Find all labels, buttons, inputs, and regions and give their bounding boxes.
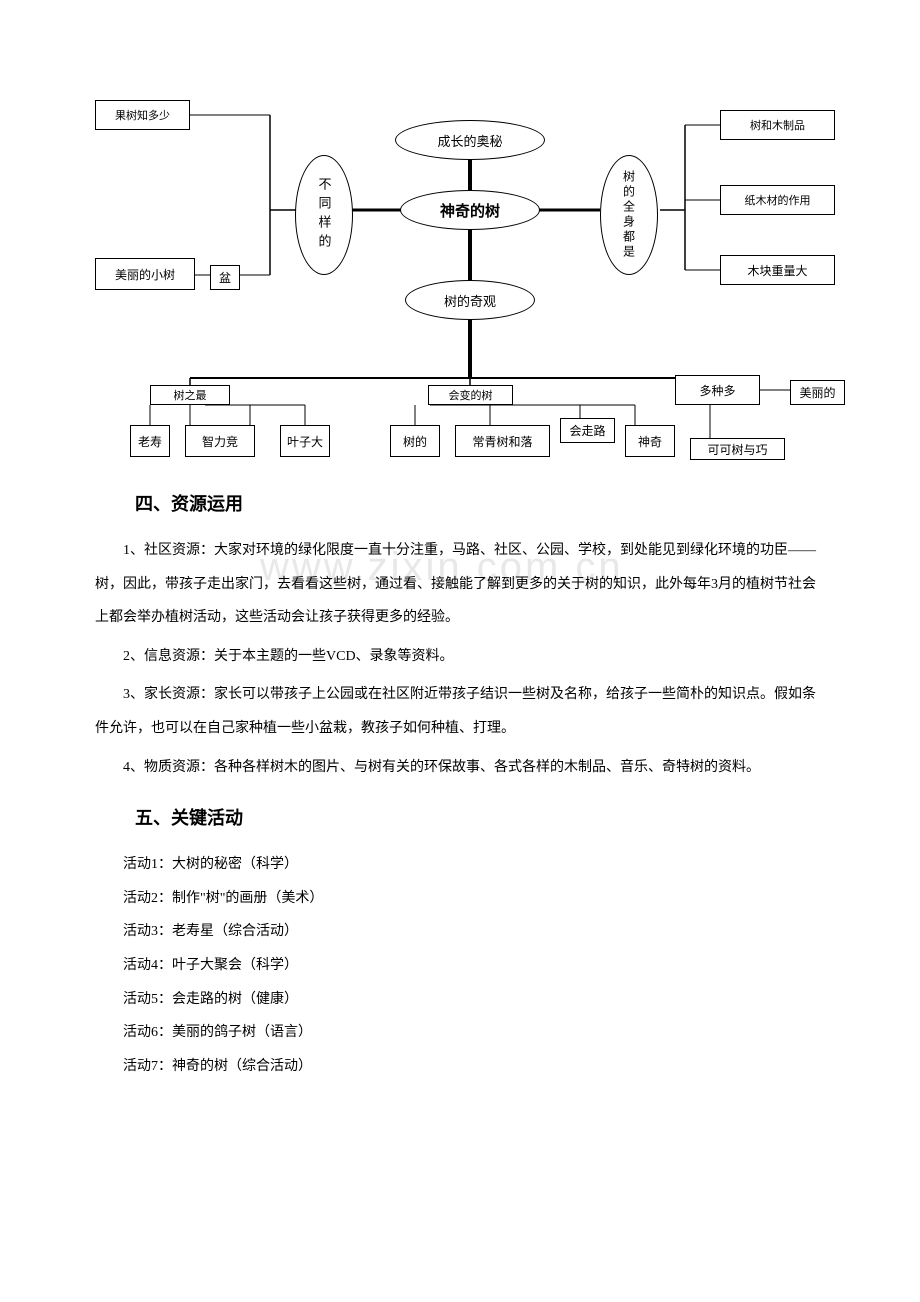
right-box-2: 纸木材的作用 (720, 185, 835, 215)
smart-box: 智力竞 (185, 425, 255, 457)
old-star-box: 老寿 (130, 425, 170, 457)
mid-left-box: 美丽的小树 (95, 258, 195, 290)
cocoa-box: 可可树与巧 (690, 438, 785, 460)
activity-1: 活动1：大树的秘密（科学） (90, 848, 830, 882)
tree-most-box: 树之最 (150, 385, 230, 405)
activity-6: 活动6：美丽的鸽子树（语言） (90, 1016, 830, 1050)
activity-3: 活动3：老寿星（综合活动） (90, 915, 830, 949)
activity-4: 活动4：叶子大聚会（科学） (90, 949, 830, 983)
right-box-1: 树和木制品 (720, 110, 835, 140)
top-ellipse-label: 成长的奥秘 (437, 131, 502, 150)
bonsai-box: 盆 (210, 265, 240, 290)
bottom-ellipse: 树的奇观 (405, 280, 535, 320)
center-ellipse: 神奇的树 (400, 190, 540, 230)
right-ellipse-label: 树的全身都是 (621, 170, 638, 260)
bottom-ellipse-label: 树的奇观 (444, 291, 496, 310)
activity-7: 活动7：神奇的树（综合活动） (90, 1050, 830, 1084)
center-label: 神奇的树 (440, 200, 500, 221)
tree-of-box: 树的 (390, 425, 440, 457)
top-ellipse: 成长的奥秘 (395, 120, 545, 160)
walking-box: 会走路 (560, 418, 615, 443)
activity-5: 活动5：会走路的树（健康） (90, 983, 830, 1017)
section5-heading: 五、关键活动 (135, 804, 830, 830)
right-ellipse: 树的全身都是 (600, 155, 658, 275)
activity-2: 活动2：制作"树"的画册（美术） (90, 882, 830, 916)
beautiful-box: 美丽的 (790, 380, 845, 405)
section4-heading: 四、资源运用 (135, 490, 830, 516)
right-box-3: 木块重量大 (720, 255, 835, 285)
top-left-box: 果树知多少 (95, 100, 190, 130)
leaf-box: 叶子大 (280, 425, 330, 457)
section4-p3: 3、家长资源：家长可以带孩子上公园或在社区附近带孩子结识一些树及名称，给孩子一些… (90, 678, 830, 745)
concept-diagram: 成长的奥秘 神奇的树 树的奇观 不同样的 树的全身都是 果树知多少 美丽的小树 … (90, 60, 850, 460)
magic-box: 神奇 (625, 425, 675, 457)
changing-tree-box: 会变的树 (428, 385, 513, 405)
left-ellipse: 不同样的 (295, 155, 353, 275)
section4-p2: 2、信息资源：关于本主题的一些VCD、录象等资料。 (90, 640, 830, 674)
left-ellipse-label: 不同样的 (315, 177, 334, 253)
variety-box: 多种多 (675, 375, 760, 405)
evergreen-box: 常青树和落 (455, 425, 550, 457)
section4-p4: 4、物质资源：各种各样树木的图片、与树有关的环保故事、各式各样的木制品、音乐、奇… (90, 751, 830, 785)
section4-p1: 1、社区资源：大家对环境的绿化限度一直十分注重，马路、社区、公园、学校，到处能见… (90, 534, 830, 635)
